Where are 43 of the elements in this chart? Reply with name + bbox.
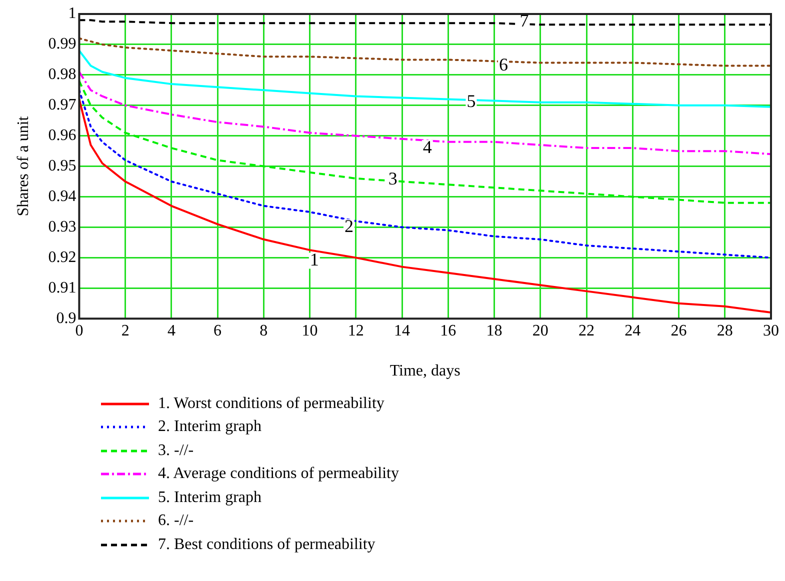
x-axis-title: Time, days bbox=[390, 362, 460, 380]
y-tick-label: 0.96 bbox=[48, 127, 76, 144]
annotation: 2 bbox=[344, 216, 354, 236]
y-tick-label: 0.93 bbox=[48, 218, 76, 236]
x-tick-label: 28 bbox=[716, 322, 733, 340]
x-tick-label: 2 bbox=[121, 322, 130, 340]
y-tick-label: 0.99 bbox=[48, 36, 76, 53]
x-tick-label: 20 bbox=[532, 322, 548, 340]
legend-label: 2. Interim graph bbox=[158, 418, 262, 436]
x-tick-label: 22 bbox=[578, 322, 595, 340]
legend-label: 5. Interim graph bbox=[158, 488, 262, 507]
y-tick-label: 0.95 bbox=[48, 158, 76, 175]
x-tick-label: 24 bbox=[624, 322, 641, 340]
legend-label: 4. Average conditions of permeability bbox=[158, 465, 399, 484]
x-tick-label: 30 bbox=[763, 322, 779, 340]
x-tick-label: 6 bbox=[214, 322, 222, 340]
legend-label: 1. Worst conditions of permeability bbox=[158, 394, 384, 413]
y-tick-label: 0.98 bbox=[48, 66, 76, 84]
y-tick-label: 0.92 bbox=[48, 248, 76, 266]
x-tick-label: 8 bbox=[260, 322, 268, 340]
y-tick-label: 0.97 bbox=[48, 96, 76, 114]
x-tick-label: 0 bbox=[75, 322, 84, 340]
annotation: 7 bbox=[520, 10, 529, 30]
y-axis-title: Shares of a unit bbox=[14, 116, 32, 216]
y-tick-label: 0.9 bbox=[56, 310, 76, 327]
y-tick-label: 1 bbox=[68, 5, 76, 22]
annotation: 1 bbox=[310, 249, 319, 270]
x-tick-label: 12 bbox=[348, 322, 364, 340]
y-tick-label: 0.94 bbox=[48, 188, 76, 205]
legend-label: 3. -//- bbox=[158, 442, 194, 460]
x-tick-label: 4 bbox=[167, 322, 176, 340]
annotation: 3 bbox=[388, 168, 398, 189]
x-tick-label: 16 bbox=[440, 322, 456, 340]
x-tick-label: 14 bbox=[394, 322, 410, 340]
x-tick-label: 26 bbox=[670, 322, 687, 340]
x-tick-label: 10 bbox=[302, 322, 318, 340]
x-tick-label: 18 bbox=[486, 322, 502, 340]
annotation: 4 bbox=[422, 136, 432, 157]
legend-label: 6. -//- bbox=[158, 512, 194, 530]
y-tick-label: 0.91 bbox=[48, 279, 76, 296]
annotation: 5 bbox=[466, 91, 476, 112]
legend-label: 7. Best conditions of permeability bbox=[158, 536, 376, 554]
annotation: 6 bbox=[499, 54, 508, 75]
